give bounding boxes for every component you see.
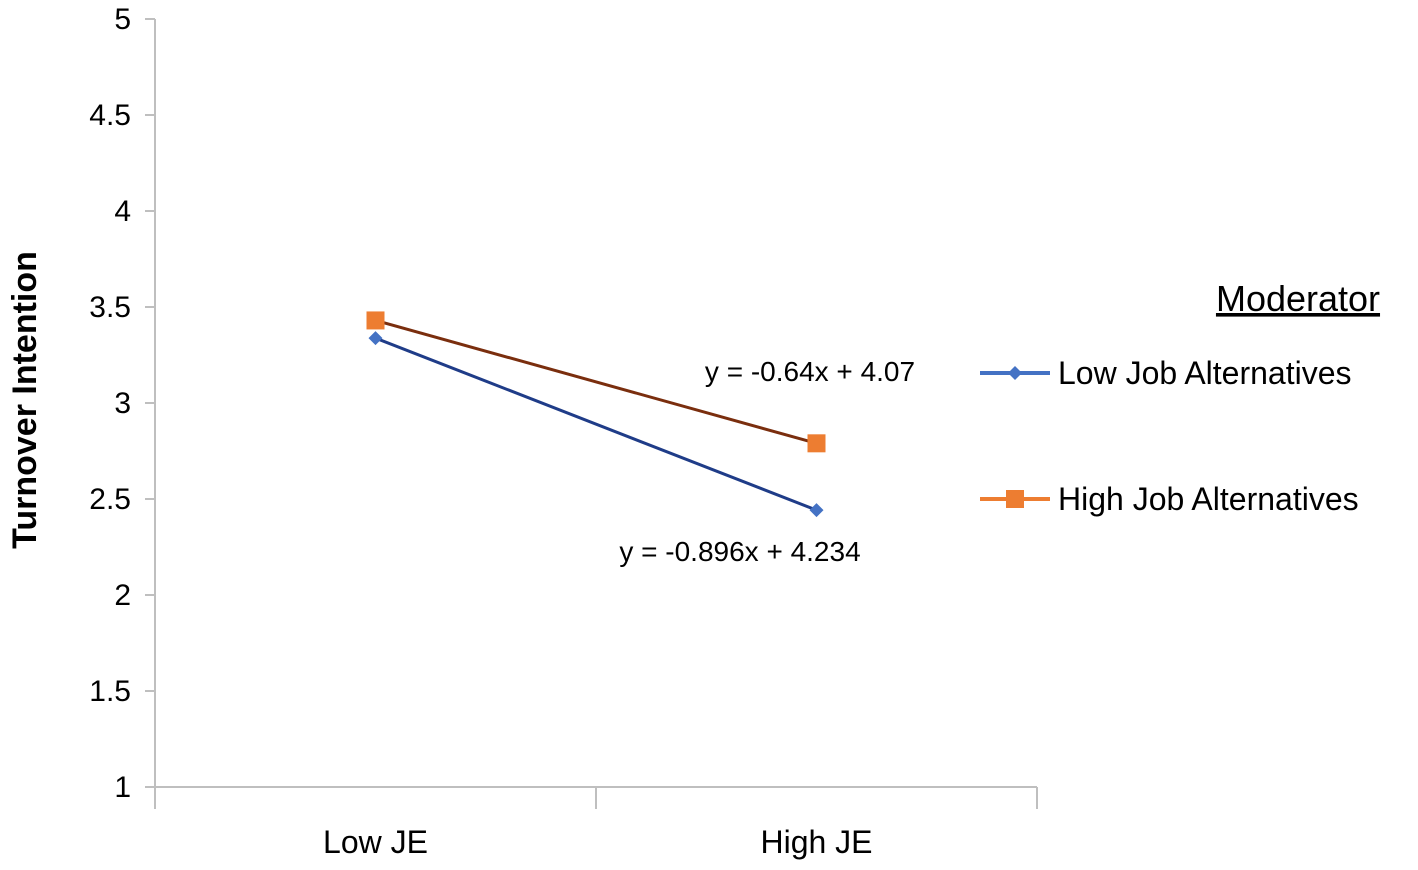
series-group — [366, 311, 826, 518]
y-tick-label: 3 — [114, 387, 131, 420]
y-tick-label: 2.5 — [89, 483, 131, 516]
legend: Moderator Low Job Alternatives High Job A… — [980, 278, 1380, 517]
legend-marker-high-job-alternatives — [1006, 490, 1024, 508]
equation-low-job-alternatives: y = -0.896x + 4.234 — [619, 536, 860, 567]
legend-marker-low-job-alternatives — [1008, 366, 1022, 380]
x-tick-label: Low JE — [323, 824, 428, 860]
data-point-low-job-alternatives — [368, 331, 383, 346]
series-line-high-job-alternatives — [375, 318, 817, 445]
x-ticks: Low JE High JE — [154, 787, 1038, 860]
y-tick-label: 4 — [114, 195, 131, 228]
series-line-low-job-alternatives — [374, 336, 818, 512]
legend-items: Low Job Alternatives High Job Alternative… — [980, 355, 1359, 517]
legend-label-low-job-alternatives: Low Job Alternatives — [1058, 355, 1352, 391]
legend-title: Moderator — [1216, 278, 1380, 319]
equations: y = -0.64x + 4.07 y = -0.896x + 4.234 — [619, 356, 915, 567]
y-tick-label: 1.5 — [89, 675, 131, 708]
y-ticks: 1 1.5 2 2.5 3 3.5 4 4.5 5 — [89, 3, 155, 804]
y-tick-label: 5 — [114, 3, 131, 36]
y-tick-label: 4.5 — [89, 99, 131, 132]
data-point-high-job-alternatives — [807, 434, 826, 453]
data-point-high-job-alternatives — [366, 311, 385, 330]
x-tick-label: High JE — [760, 824, 872, 860]
y-axis-label: Turnover Intention — [6, 251, 44, 549]
data-point-low-job-alternatives — [809, 503, 824, 518]
equation-high-job-alternatives: y = -0.64x + 4.07 — [705, 356, 915, 387]
legend-label-high-job-alternatives: High Job Alternatives — [1058, 481, 1359, 517]
y-tick-label: 3.5 — [89, 291, 131, 324]
axes — [154, 19, 1037, 788]
y-tick-label: 2 — [114, 579, 131, 612]
y-tick-label: 1 — [114, 771, 131, 804]
